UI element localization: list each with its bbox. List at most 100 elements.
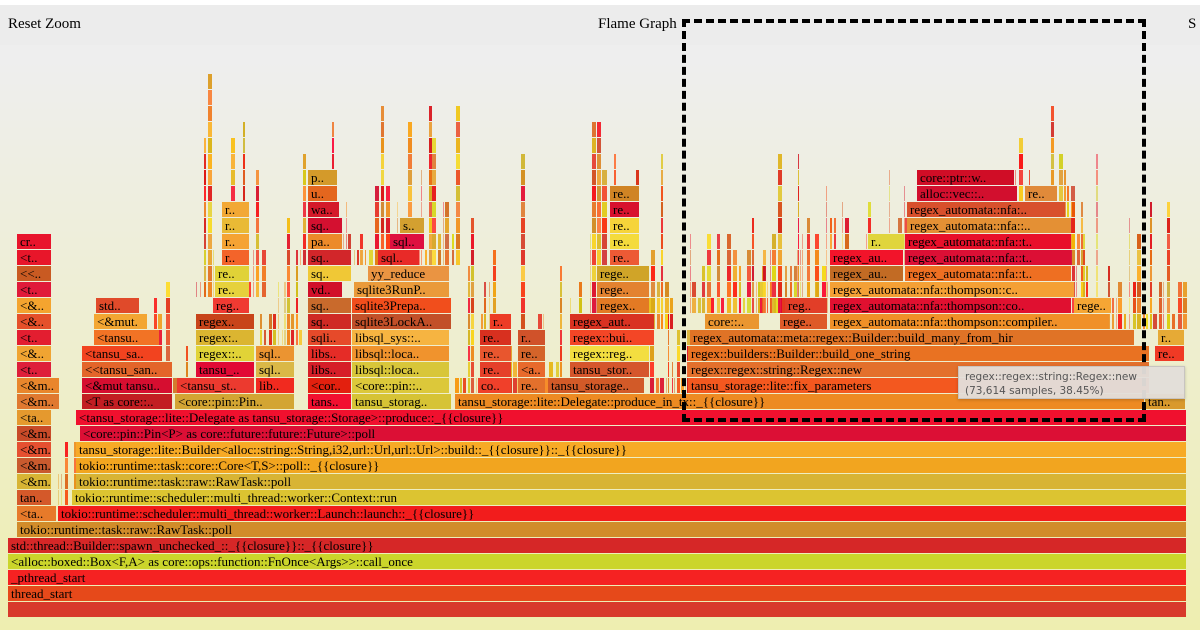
flame-frame[interactable]	[284, 282, 286, 297]
flame-frame[interactable]: re..	[215, 282, 249, 297]
flame-frame[interactable]	[471, 298, 474, 313]
flame-frame[interactable]	[488, 298, 490, 313]
flame-frame[interactable]: re..	[1025, 186, 1057, 201]
flame-frame[interactable]: <t..	[17, 282, 51, 297]
flame-frame[interactable]	[1166, 202, 1171, 217]
flame-frame[interactable]: tansu_storage..	[548, 378, 644, 393]
flame-frame[interactable]	[868, 218, 871, 233]
flame-frame[interactable]	[432, 234, 437, 249]
flame-frame[interactable]: <core::pin::Pin..	[175, 394, 294, 409]
flame-frame[interactable]	[204, 138, 207, 153]
flame-frame[interactable]	[732, 250, 737, 265]
flame-frame[interactable]	[602, 186, 607, 201]
flame-frame[interactable]	[295, 314, 299, 329]
flame-frame[interactable]	[408, 138, 413, 153]
flame-frame[interactable]	[467, 378, 471, 393]
flame-frame[interactable]	[1076, 250, 1080, 265]
flame-frame[interactable]	[797, 218, 800, 233]
flame-frame[interactable]	[684, 378, 686, 393]
flame-frame[interactable]	[1143, 314, 1146, 329]
flame-frame[interactable]	[1117, 282, 1122, 297]
flame-frame[interactable]	[204, 234, 207, 249]
flame-frame[interactable]	[592, 186, 597, 201]
flame-frame[interactable]	[332, 138, 335, 153]
flame-frame[interactable]	[1146, 314, 1149, 329]
flame-frame[interactable]	[592, 202, 597, 217]
flame-frame[interactable]: sq..	[308, 218, 342, 233]
flame-frame[interactable]	[1132, 298, 1136, 313]
flame-frame[interactable]	[799, 282, 801, 297]
flame-frame[interactable]	[1051, 122, 1054, 137]
flame-frame[interactable]: pa..	[308, 234, 342, 249]
flame-frame[interactable]: r..	[222, 250, 249, 265]
flame-frame[interactable]	[467, 314, 471, 329]
flame-frame[interactable]: <&m..	[17, 378, 59, 393]
flame-frame[interactable]	[797, 266, 798, 281]
flame-frame[interactable]	[772, 282, 776, 297]
flame-frame[interactable]	[1129, 298, 1130, 313]
flame-frame[interactable]	[657, 282, 660, 297]
flame-frame[interactable]	[597, 138, 602, 153]
flame-frame[interactable]	[602, 234, 607, 249]
flame-frame[interactable]	[380, 218, 385, 233]
flame-frame[interactable]	[660, 266, 663, 281]
flame-frame[interactable]	[1178, 298, 1182, 313]
flame-frame[interactable]	[707, 250, 711, 265]
flame-frame[interactable]	[888, 202, 890, 217]
flame-frame[interactable]	[807, 250, 810, 265]
flame-frame[interactable]	[716, 250, 720, 265]
flame-frame[interactable]	[1081, 218, 1083, 233]
flame-frame[interactable]	[802, 234, 804, 249]
flame-frame[interactable]	[868, 202, 871, 217]
flame-frame[interactable]: r..	[222, 234, 249, 249]
flame-frame[interactable]	[231, 186, 235, 201]
flame-frame[interactable]	[471, 282, 474, 297]
flame-frame[interactable]: std::thread::Builder::spawn_unchecked_::…	[8, 538, 1186, 553]
flame-frame[interactable]	[777, 250, 783, 265]
flame-frame[interactable]	[777, 266, 783, 281]
flame-frame[interactable]	[701, 266, 705, 281]
flame-frame[interactable]	[660, 250, 663, 265]
flame-frame[interactable]	[732, 298, 737, 313]
flame-frame[interactable]	[726, 266, 732, 281]
flame-frame[interactable]: regex::builders::Builder::build_one_stri…	[688, 346, 1149, 361]
flame-frame[interactable]	[295, 250, 299, 265]
flame-frame[interactable]	[443, 202, 445, 217]
flame-frame[interactable]	[579, 282, 582, 297]
flame-frame[interactable]	[1129, 234, 1130, 249]
flame-frame[interactable]	[773, 298, 779, 313]
flame-frame[interactable]	[61, 490, 63, 505]
flame-frame[interactable]	[590, 298, 591, 313]
flame-frame[interactable]	[667, 346, 670, 361]
flame-frame[interactable]: <T as core::..	[82, 394, 172, 409]
flame-frame[interactable]: tansu_..	[196, 362, 254, 377]
flame-frame[interactable]	[596, 298, 597, 313]
flame-frame[interactable]	[263, 330, 267, 345]
flame-frame[interactable]	[660, 282, 663, 297]
flame-frame[interactable]: re..	[610, 250, 639, 265]
flame-frame[interactable]	[243, 138, 246, 153]
flame-frame[interactable]	[821, 266, 826, 281]
flame-frame[interactable]	[1083, 234, 1086, 249]
flame-frame[interactable]: wa..	[308, 202, 339, 217]
flame-frame[interactable]	[459, 378, 463, 393]
flame-frame[interactable]: _pthread_start	[8, 570, 1186, 585]
flame-frame[interactable]	[1150, 250, 1152, 265]
flame-frame[interactable]	[1107, 282, 1111, 297]
flame-frame[interactable]	[1137, 282, 1141, 297]
flame-frame[interactable]	[1070, 186, 1075, 201]
flame-frame[interactable]	[726, 250, 732, 265]
flame-frame[interactable]	[1096, 218, 1098, 233]
flame-frame[interactable]	[213, 266, 215, 281]
flame-frame[interactable]	[763, 298, 766, 313]
flame-frame[interactable]	[360, 250, 363, 265]
flame-frame[interactable]	[517, 378, 519, 393]
flame-frame[interactable]	[166, 330, 171, 345]
flame-frame[interactable]	[752, 266, 754, 281]
flame-frame[interactable]	[829, 218, 832, 233]
flame-frame[interactable]	[1064, 186, 1067, 201]
flame-frame[interactable]	[1112, 298, 1114, 313]
flame-frame[interactable]	[1132, 314, 1136, 329]
flame-frame[interactable]	[602, 170, 607, 185]
flame-frame[interactable]	[332, 122, 335, 137]
